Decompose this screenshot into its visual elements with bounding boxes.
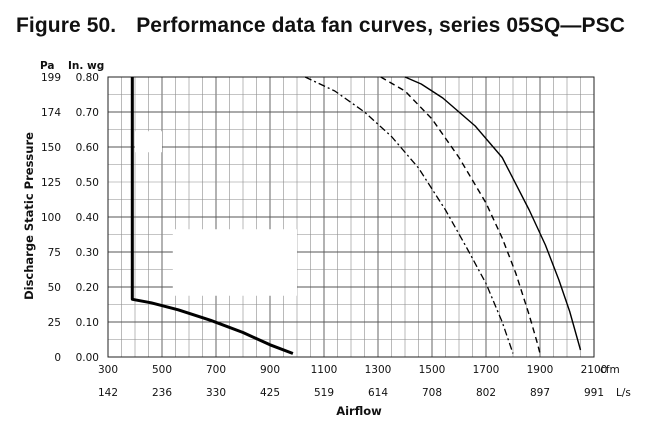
y-tick-label-secondary: 100	[41, 212, 61, 224]
x-tick-label: 1300	[365, 364, 392, 376]
x-tick-label-secondary: 802	[476, 387, 496, 399]
x-tick-label: 1900	[527, 364, 554, 376]
y-tick-label-secondary: 199	[41, 72, 61, 84]
y-tick-label: 0.70	[76, 107, 99, 119]
x-tick-label: 300	[98, 364, 118, 376]
x-tick-label: 900	[260, 364, 280, 376]
fan-curves	[130, 76, 582, 355]
x-tick-label-secondary: 236	[152, 387, 172, 399]
figure-title: Figure 50. Performance data fan curves, s…	[16, 14, 625, 38]
grid	[107, 76, 595, 358]
y-tick-label: 0.20	[76, 282, 99, 294]
y-tick-label-secondary: 174	[41, 107, 61, 119]
x-tick-label: 2100	[581, 364, 608, 376]
x-tick-label-secondary: 708	[422, 387, 442, 399]
x-tick-label-secondary: 425	[260, 387, 280, 399]
y-tick-label-secondary: 125	[41, 177, 61, 189]
x-tick-label-secondary: 991	[584, 387, 604, 399]
x-tick-label: 1700	[473, 364, 500, 376]
y-tick-label: 0.00	[76, 352, 99, 364]
y-tick-label: 0.50	[76, 177, 99, 189]
y-tick-label-secondary: 150	[41, 142, 61, 154]
y-tick-label: 0.40	[76, 212, 99, 224]
y-tick-label: 0.60	[76, 142, 99, 154]
fan-curve-dashdot	[304, 76, 514, 354]
y-tick-label: 0.80	[76, 72, 99, 84]
x-unit-primary: cfm	[600, 364, 620, 376]
fan-curve-solid	[404, 76, 582, 351]
fan-curve-thick	[130, 77, 294, 355]
y-tick-label-secondary: 50	[48, 282, 61, 294]
x-tick-label-secondary: 614	[368, 387, 388, 399]
fan-curve-dashed	[380, 76, 541, 354]
label-cutout	[135, 131, 162, 153]
x-unit-secondary: L/s	[616, 387, 631, 399]
x-tick-label: 1500	[419, 364, 446, 376]
plot-frame	[107, 76, 595, 358]
y-tick-label: 0.10	[76, 317, 99, 329]
y-tick-label-secondary: 25	[48, 317, 61, 329]
x-axis-title: Airflow	[336, 404, 382, 418]
label-cutout	[172, 229, 297, 296]
y-tick-label-secondary: 75	[48, 247, 61, 259]
tick-labels: 3001425002367003309004251100519130061415…	[41, 72, 607, 399]
x-tick-label: 700	[206, 364, 226, 376]
y-tick-label: 0.30	[76, 247, 99, 259]
y-unit-primary: In. wg	[68, 60, 104, 72]
x-tick-label: 500	[152, 364, 172, 376]
label-cutouts	[135, 131, 297, 296]
x-tick-label-secondary: 142	[98, 387, 118, 399]
figure-caption: Performance data fan curves, series 05SQ…	[136, 14, 625, 37]
figure-number: Figure 50.	[16, 14, 117, 37]
x-tick-label: 1100	[311, 364, 338, 376]
y-unit-secondary: Pa	[40, 60, 55, 72]
x-tick-label-secondary: 519	[314, 387, 334, 399]
y-axis-title: Discharge Static Pressure	[22, 132, 36, 300]
x-tick-label-secondary: 330	[206, 387, 226, 399]
x-tick-label-secondary: 897	[530, 387, 550, 399]
y-tick-label-secondary: 0	[54, 352, 61, 364]
